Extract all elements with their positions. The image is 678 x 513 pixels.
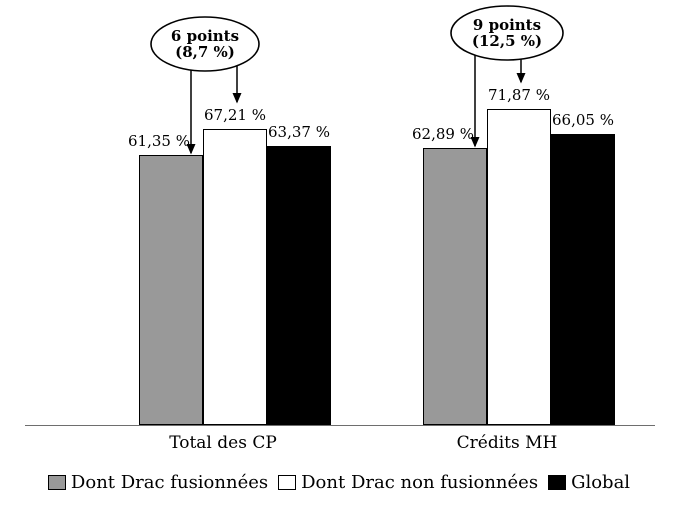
legend-label: Dont Drac fusionnées bbox=[70, 472, 269, 493]
legend: Dont Drac fusionnées Dont Drac non fusion… bbox=[0, 472, 678, 493]
bar bbox=[203, 129, 267, 425]
bar-value-label: 67,21 % bbox=[204, 106, 266, 124]
legend-label: Global bbox=[571, 472, 631, 493]
legend-swatch bbox=[47, 475, 66, 490]
legend-swatch bbox=[278, 475, 297, 490]
bar-value-label: 63,37 % bbox=[268, 123, 330, 141]
category-label: Crédits MH bbox=[456, 433, 558, 453]
bar bbox=[487, 109, 551, 425]
bar bbox=[267, 146, 331, 425]
bar bbox=[423, 148, 487, 425]
bar-value-label: 62,89 % bbox=[412, 125, 474, 143]
bar bbox=[139, 155, 203, 425]
legend-label: Dont Drac non fusionnées bbox=[301, 472, 539, 493]
bar-value-label: 71,87 % bbox=[488, 86, 550, 104]
legend-item: Dont Drac fusionnées bbox=[47, 472, 269, 493]
x-axis-line bbox=[25, 425, 655, 426]
category-label: Total des CP bbox=[169, 433, 277, 453]
legend-item: Global bbox=[548, 472, 630, 493]
legend-swatch bbox=[548, 475, 567, 490]
bar-value-label: 61,35 % bbox=[128, 132, 190, 150]
bar-value-label: 66,05 % bbox=[552, 111, 614, 129]
legend-item: Dont Drac non fusionnées bbox=[278, 472, 538, 493]
bar bbox=[551, 134, 615, 425]
